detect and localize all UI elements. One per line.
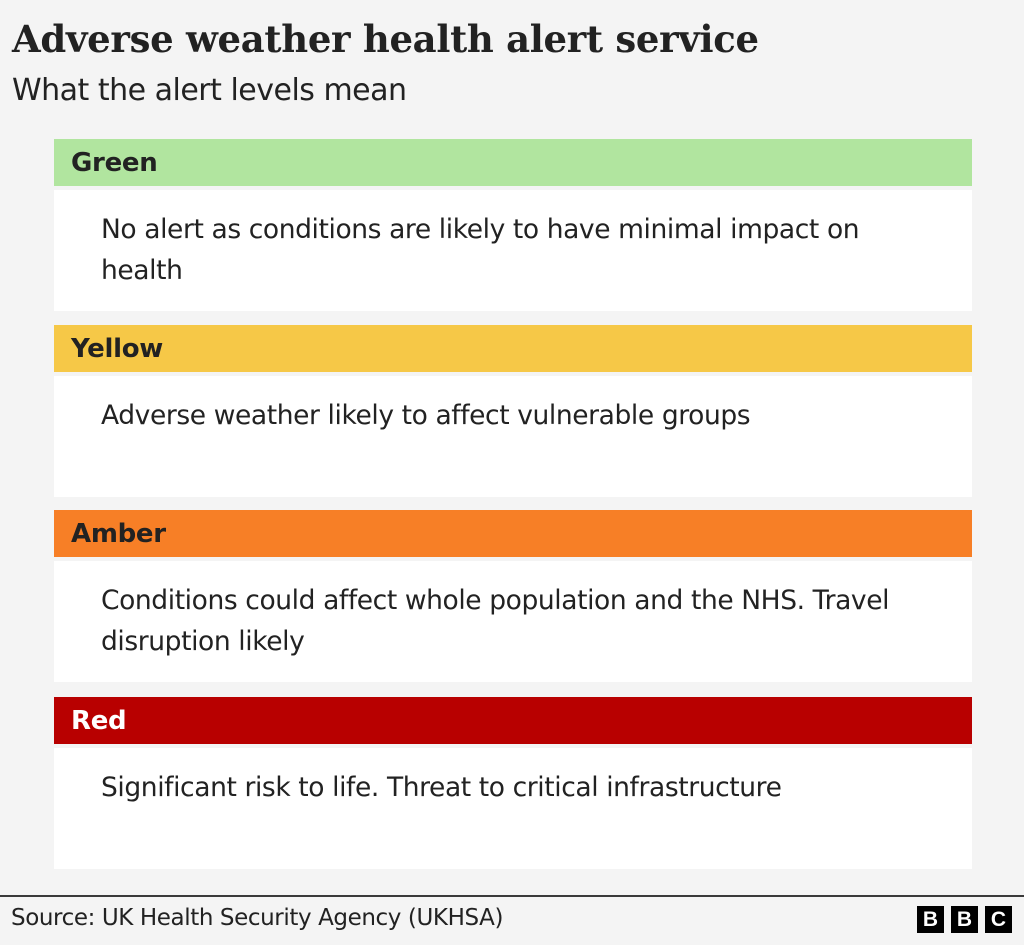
alert-level-header: Green <box>54 139 972 186</box>
bbc-logo: B B C <box>917 906 1012 933</box>
alert-level-yellow: Yellow Adverse weather likely to affect … <box>54 325 972 497</box>
alert-level-description: Conditions could affect whole population… <box>54 561 972 682</box>
alert-level-description: No alert as conditions are likely to hav… <box>54 190 972 311</box>
source-note: Source: UK Health Security Agency (UKHSA… <box>11 905 504 931</box>
alert-level-header: Red <box>54 697 972 744</box>
bbc-logo-letter: B <box>951 906 978 933</box>
alert-level-description: Significant risk to life. Threat to crit… <box>54 748 972 869</box>
alert-level-header: Yellow <box>54 325 972 372</box>
bbc-logo-letter: B <box>917 906 944 933</box>
alert-level-green: Green No alert as conditions are likely … <box>54 139 972 311</box>
alert-level-red: Red Significant risk to life. Threat to … <box>54 697 972 869</box>
alert-level-amber: Amber Conditions could affect whole popu… <box>54 510 972 682</box>
bbc-logo-letter: C <box>985 906 1012 933</box>
page-title: Adverse weather health alert service <box>12 17 759 61</box>
alert-level-header: Amber <box>54 510 972 557</box>
page-subtitle: What the alert levels mean <box>12 73 407 108</box>
alert-level-description: Adverse weather likely to affect vulnera… <box>54 376 972 497</box>
footer-divider <box>0 895 1024 897</box>
